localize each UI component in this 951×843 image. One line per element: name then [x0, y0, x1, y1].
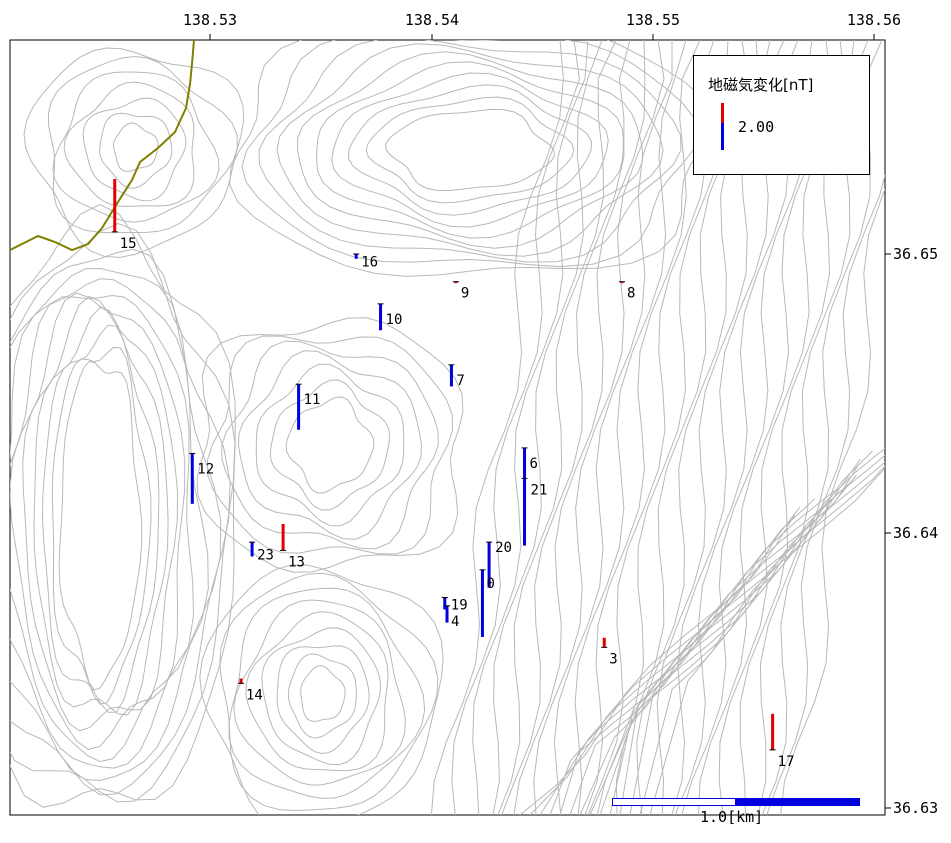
station-label: 19	[451, 597, 468, 613]
lon-tick-label: 138.55	[626, 11, 680, 29]
station-bar	[771, 713, 775, 750]
lat-tick-label: 36.64	[893, 524, 938, 542]
station-label: 14	[246, 687, 263, 703]
station-label: 9	[461, 286, 469, 302]
station-bar	[379, 303, 383, 331]
lon-tick-label: 138.53	[183, 11, 237, 29]
station-bar	[454, 281, 458, 284]
longitude-ticks	[209, 34, 875, 40]
legend-box: 地磁気変化[nT] 2.00	[693, 55, 870, 175]
station-bar	[449, 364, 453, 387]
scale-bar-label: 1.0[km]	[700, 808, 764, 826]
legend-negative-bar	[721, 123, 724, 150]
station-bar	[354, 254, 358, 259]
station-bar	[113, 179, 117, 232]
station-bar	[281, 523, 285, 551]
station-label: 17	[778, 754, 795, 770]
scale-bar	[612, 798, 860, 806]
station-label: 12	[197, 461, 214, 477]
station-bar	[523, 478, 527, 546]
station-label: 0	[486, 576, 494, 592]
scale-bar-white-segment	[612, 798, 736, 806]
station-bar	[190, 453, 194, 504]
lat-tick-label: 36.65	[893, 245, 938, 263]
station-label: 15	[120, 236, 137, 252]
station-bar	[250, 542, 254, 557]
station-label: 20	[495, 540, 512, 556]
legend-title: 地磁気変化[nT]	[708, 76, 814, 94]
station-bar	[443, 597, 447, 610]
station-bar	[445, 605, 449, 623]
station-label: 6	[530, 456, 538, 472]
station-label: 23	[257, 547, 274, 563]
lat-tick-label: 36.63	[893, 799, 938, 817]
station-label: 3	[609, 651, 617, 667]
legend-positive-bar	[721, 103, 724, 123]
station-bar	[480, 569, 484, 637]
station-label: 7	[456, 373, 464, 389]
station-bar	[620, 281, 624, 284]
station-label: 21	[531, 482, 548, 498]
station-bar	[239, 678, 243, 684]
station-layer: 15 16 10 9 8 7 11 12 6 21 23 13 20 0 194 3 14 17	[111, 179, 795, 770]
station-bar	[602, 637, 606, 648]
station-label: 11	[304, 392, 321, 408]
station-label: 16	[361, 254, 378, 270]
station-bar	[297, 384, 301, 430]
station-label: 10	[386, 312, 403, 328]
scale-bar-blue-segment	[736, 798, 860, 806]
station-bar	[523, 447, 527, 499]
lon-tick-label: 138.54	[405, 11, 459, 29]
lon-tick-label: 138.56	[847, 11, 901, 29]
boundary-line	[9, 39, 195, 252]
station-bar	[487, 542, 491, 588]
topographic-contours	[10, 40, 885, 815]
station-label: 13	[288, 554, 305, 570]
legend-scale-value: 2.00	[738, 118, 775, 136]
station-label: 8	[627, 286, 635, 302]
latitude-ticks	[885, 253, 891, 809]
station-label: 4	[451, 614, 459, 630]
